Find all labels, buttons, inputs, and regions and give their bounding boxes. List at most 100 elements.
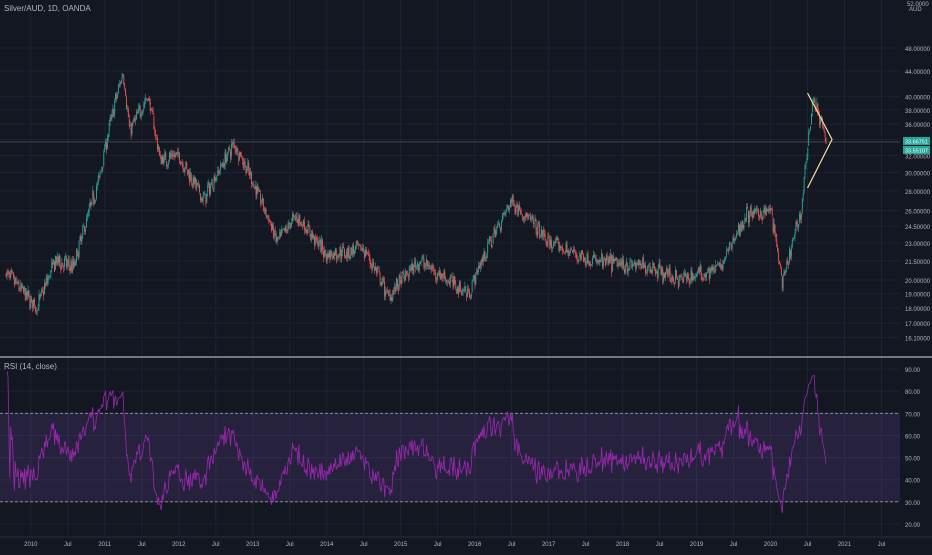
candle-body bbox=[548, 236, 550, 238]
price-series bbox=[0, 72, 900, 316]
candle-body bbox=[599, 260, 601, 262]
candle-body bbox=[758, 209, 759, 216]
candle-body bbox=[602, 255, 604, 267]
time-tick-label: 2011 bbox=[98, 542, 112, 548]
candle-body bbox=[388, 293, 390, 294]
candle-body bbox=[326, 253, 328, 261]
candle-body bbox=[793, 237, 795, 239]
candle-body bbox=[732, 237, 734, 243]
candle-body bbox=[385, 290, 386, 297]
candle-body bbox=[461, 292, 463, 294]
candle-body bbox=[660, 269, 662, 275]
candle-body bbox=[202, 195, 204, 202]
time-tick-label: Jul bbox=[582, 542, 590, 548]
candle-body bbox=[810, 126, 811, 131]
candle-body bbox=[184, 167, 186, 172]
candle-body bbox=[363, 248, 365, 252]
candle-body bbox=[717, 264, 718, 266]
candle-body bbox=[12, 271, 13, 273]
candle-body bbox=[37, 308, 39, 311]
candle-body bbox=[369, 257, 371, 265]
candle-body bbox=[646, 267, 648, 273]
candle-body bbox=[406, 273, 408, 276]
candle-body bbox=[396, 278, 398, 288]
candle-body bbox=[67, 259, 69, 262]
candle-body bbox=[608, 256, 610, 263]
candle-body bbox=[40, 293, 42, 297]
candle-body bbox=[715, 264, 717, 271]
candle-body bbox=[562, 251, 564, 253]
candle-body bbox=[610, 253, 612, 260]
candle-body bbox=[734, 239, 736, 241]
candle-body bbox=[651, 270, 653, 273]
candle-body bbox=[540, 236, 542, 238]
candle-body bbox=[340, 248, 342, 259]
candle-body bbox=[337, 255, 339, 258]
candle-body bbox=[408, 267, 410, 277]
candle-body bbox=[154, 129, 156, 134]
candle-body bbox=[42, 289, 44, 291]
candle-body bbox=[131, 123, 133, 134]
candle-body bbox=[165, 153, 167, 160]
rsi-tick-label: 40.00 bbox=[905, 479, 921, 485]
candle-body bbox=[223, 163, 225, 169]
candle-body bbox=[615, 257, 617, 261]
candle-body bbox=[792, 239, 794, 240]
candle-body bbox=[260, 193, 262, 204]
candle-body bbox=[761, 219, 763, 221]
candle-body bbox=[709, 267, 711, 279]
candle-body bbox=[586, 253, 588, 263]
candle-body bbox=[564, 252, 566, 254]
candle-body bbox=[188, 169, 190, 174]
candle-body bbox=[421, 257, 423, 262]
candle-body bbox=[613, 258, 615, 262]
candle-body bbox=[425, 266, 427, 268]
candle-body bbox=[228, 147, 230, 152]
candle-body bbox=[597, 259, 599, 262]
candle-body bbox=[523, 217, 525, 220]
candle-body bbox=[427, 264, 429, 266]
candle-body bbox=[740, 225, 742, 232]
candle-body bbox=[655, 271, 657, 274]
candle-body bbox=[169, 153, 171, 158]
candle-body bbox=[582, 250, 583, 254]
candle-body bbox=[668, 265, 670, 273]
candle-body bbox=[338, 255, 340, 258]
candle-body bbox=[804, 165, 806, 176]
candle-body bbox=[509, 207, 511, 210]
candle-body bbox=[717, 264, 719, 266]
candle-body bbox=[620, 260, 622, 265]
candle-body bbox=[111, 114, 113, 119]
candle-body bbox=[365, 250, 367, 254]
candle-body bbox=[593, 254, 594, 258]
time-tick-label: Jul bbox=[286, 542, 294, 548]
candle-body bbox=[644, 264, 645, 268]
candle-body bbox=[626, 262, 628, 274]
candle-body bbox=[19, 290, 21, 291]
candle-body bbox=[162, 157, 164, 164]
candle-body bbox=[112, 108, 114, 114]
candle-body bbox=[200, 197, 202, 201]
candle-body bbox=[569, 251, 571, 256]
candle-body bbox=[51, 262, 53, 270]
candle-body bbox=[776, 238, 778, 247]
candle-body bbox=[621, 261, 623, 267]
price-tick-label: 40.00000 bbox=[905, 95, 931, 101]
candle-body bbox=[153, 116, 155, 130]
candle-body bbox=[640, 264, 642, 269]
candle-body bbox=[418, 262, 420, 270]
candle-body bbox=[490, 239, 492, 247]
candle-body bbox=[143, 103, 145, 109]
time-tick-label: Jul bbox=[508, 542, 516, 548]
candle-body bbox=[642, 256, 644, 265]
candle-body bbox=[482, 258, 484, 263]
candle-body bbox=[346, 252, 348, 258]
candle-body bbox=[392, 290, 394, 300]
price-tick-label: 36.00000 bbox=[905, 123, 931, 129]
candle-body bbox=[442, 277, 444, 279]
candle-body bbox=[438, 270, 440, 275]
candle-body bbox=[365, 249, 366, 257]
candle-body bbox=[311, 230, 313, 239]
candle-body bbox=[733, 238, 735, 241]
